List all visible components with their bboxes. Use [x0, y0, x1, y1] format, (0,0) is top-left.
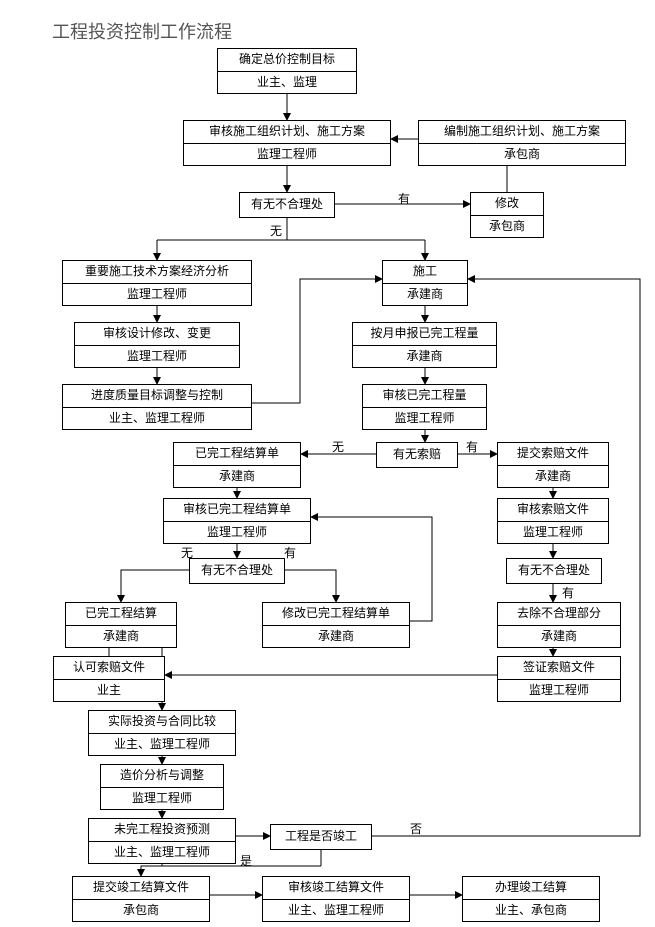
node-role: 业主、监理工程师 — [89, 734, 235, 756]
node-label: 审核已完工程量 — [363, 385, 486, 408]
node-label: 修改 — [471, 193, 543, 216]
node-modify: 修改 承包商 — [470, 192, 544, 238]
edge-label: 否 — [410, 820, 422, 837]
node-role: 承包商 — [73, 900, 209, 922]
edge-label: 无 — [270, 222, 282, 239]
node-role: 承建商 — [263, 626, 409, 648]
node-role: 业主、监理工程师 — [89, 842, 235, 864]
edge-label: 有 — [398, 190, 410, 207]
node-role: 承建商 — [66, 626, 176, 648]
node-remove-unreasonable: 去除不合理部分 承建商 — [497, 602, 621, 648]
node-label: 编制施工组织计划、施工方案 — [419, 121, 625, 144]
node-label: 去除不合理部分 — [498, 603, 620, 626]
node-review-plan: 审核施工组织计划、施工方案 监理工程师 — [183, 120, 391, 166]
node-label: 签证索赔文件 — [498, 657, 620, 680]
node-role: 监理工程师 — [363, 408, 486, 430]
node-forecast: 未完工程投资预测 业主、监理工程师 — [88, 818, 236, 864]
node-label: 审核索赔文件 — [498, 499, 608, 522]
node-role: 业主、监理工程师 — [263, 900, 409, 922]
node-label: 修改已完工程结算单 — [263, 603, 409, 626]
edge-label: 无 — [332, 438, 344, 455]
node-label: 确定总价控制目标 — [218, 49, 356, 72]
node-settlement-sheet: 已完工程结算单 承建商 — [173, 442, 301, 488]
node-cost-analysis: 造价分析与调整 监理工程师 — [100, 764, 224, 810]
node-submit-claim: 提交索赔文件 承建商 — [497, 442, 609, 488]
node-target: 确定总价控制目标 业主、监理 — [217, 48, 357, 94]
decision-settlement-reasonable: 有无不合理处 — [189, 558, 285, 584]
edge-label: 无 — [181, 544, 193, 561]
decision-complete: 工程是否竣工 — [270, 824, 372, 850]
node-label: 进度质量目标调整与控制 — [63, 385, 251, 408]
node-role: 监理工程师 — [498, 522, 608, 544]
node-role: 监理工程师 — [63, 284, 251, 306]
node-role: 承建商 — [174, 466, 300, 488]
node-compile-plan: 编制施工组织计划、施工方案 承包商 — [418, 120, 626, 166]
node-construct: 施工 承建商 — [382, 260, 468, 306]
node-role: 监理工程师 — [75, 346, 239, 368]
page-title: 工程投资控制工作流程 — [52, 18, 232, 44]
node-final-settlement: 办理竣工结算 业主、承包商 — [462, 876, 600, 922]
node-label: 提交竣工结算文件 — [73, 877, 209, 900]
node-label: 审核已完工程结算单 — [164, 499, 310, 522]
node-label: 办理竣工结算 — [463, 877, 599, 900]
edge-label: 有 — [284, 544, 296, 561]
node-role: 业主 — [54, 680, 164, 702]
node-label: 审核竣工结算文件 — [263, 877, 409, 900]
node-label: 已完工程结算 — [66, 603, 176, 626]
node-role: 监理工程师 — [184, 144, 390, 166]
node-role: 监理工程师 — [498, 680, 620, 702]
node-modify-settlement: 修改已完工程结算单 承建商 — [262, 602, 410, 648]
node-label: 实际投资与合同比较 — [89, 711, 235, 734]
node-submit-final: 提交竣工结算文件 承包商 — [72, 876, 210, 922]
node-review-settlement: 审核已完工程结算单 监理工程师 — [163, 498, 311, 544]
node-role: 承包商 — [471, 216, 543, 238]
node-role: 承建商 — [498, 466, 608, 488]
node-review-claim: 审核索赔文件 监理工程师 — [497, 498, 609, 544]
decision-plan-reasonable: 有无不合理处 — [239, 192, 335, 218]
node-review-change: 审核设计修改、变更 监理工程师 — [74, 322, 240, 368]
decision-claim-reasonable: 有无不合理处 — [506, 558, 602, 584]
node-settlement: 已完工程结算 承建商 — [65, 602, 177, 648]
node-econ-analysis: 重要施工技术方案经济分析 监理工程师 — [62, 260, 252, 306]
node-role: 承建商 — [498, 626, 620, 648]
node-role: 监理工程师 — [164, 522, 310, 544]
node-label: 审核设计修改、变更 — [75, 323, 239, 346]
node-label: 认可索赔文件 — [54, 657, 164, 680]
node-role: 监理工程师 — [101, 788, 223, 810]
edge-label: 有 — [466, 438, 478, 455]
node-label: 造价分析与调整 — [101, 765, 223, 788]
node-role: 业主、监理 — [218, 72, 356, 94]
node-role: 承包商 — [419, 144, 625, 166]
node-sign-claim: 签证索赔文件 监理工程师 — [497, 656, 621, 702]
edge-label: 是 — [240, 852, 252, 869]
node-review-qty: 审核已完工程量 监理工程师 — [362, 384, 487, 430]
node-label: 按月申报已完工程量 — [353, 323, 496, 346]
edge-label: 有 — [562, 584, 574, 601]
node-label: 审核施工组织计划、施工方案 — [184, 121, 390, 144]
node-role: 承建商 — [353, 346, 496, 368]
node-role: 业主、监理工程师 — [63, 408, 251, 430]
node-approve-claim: 认可索赔文件 业主 — [53, 656, 165, 702]
decision-claim: 有无索赔 — [376, 442, 458, 468]
node-label: 提交索赔文件 — [498, 443, 608, 466]
node-role: 业主、承包商 — [463, 900, 599, 922]
node-review-final: 审核竣工结算文件 业主、监理工程师 — [262, 876, 410, 922]
flowchart-canvas: 工程投资控制工作流程 — [0, 0, 655, 927]
node-monthly-report: 按月申报已完工程量 承建商 — [352, 322, 497, 368]
node-label: 施工 — [383, 261, 467, 284]
node-compare-contract: 实际投资与合同比较 业主、监理工程师 — [88, 710, 236, 756]
node-label: 重要施工技术方案经济分析 — [63, 261, 251, 284]
node-label: 已完工程结算单 — [174, 443, 300, 466]
node-schedule-control: 进度质量目标调整与控制 业主、监理工程师 — [62, 384, 252, 430]
node-role: 承建商 — [383, 284, 467, 306]
node-label: 未完工程投资预测 — [89, 819, 235, 842]
